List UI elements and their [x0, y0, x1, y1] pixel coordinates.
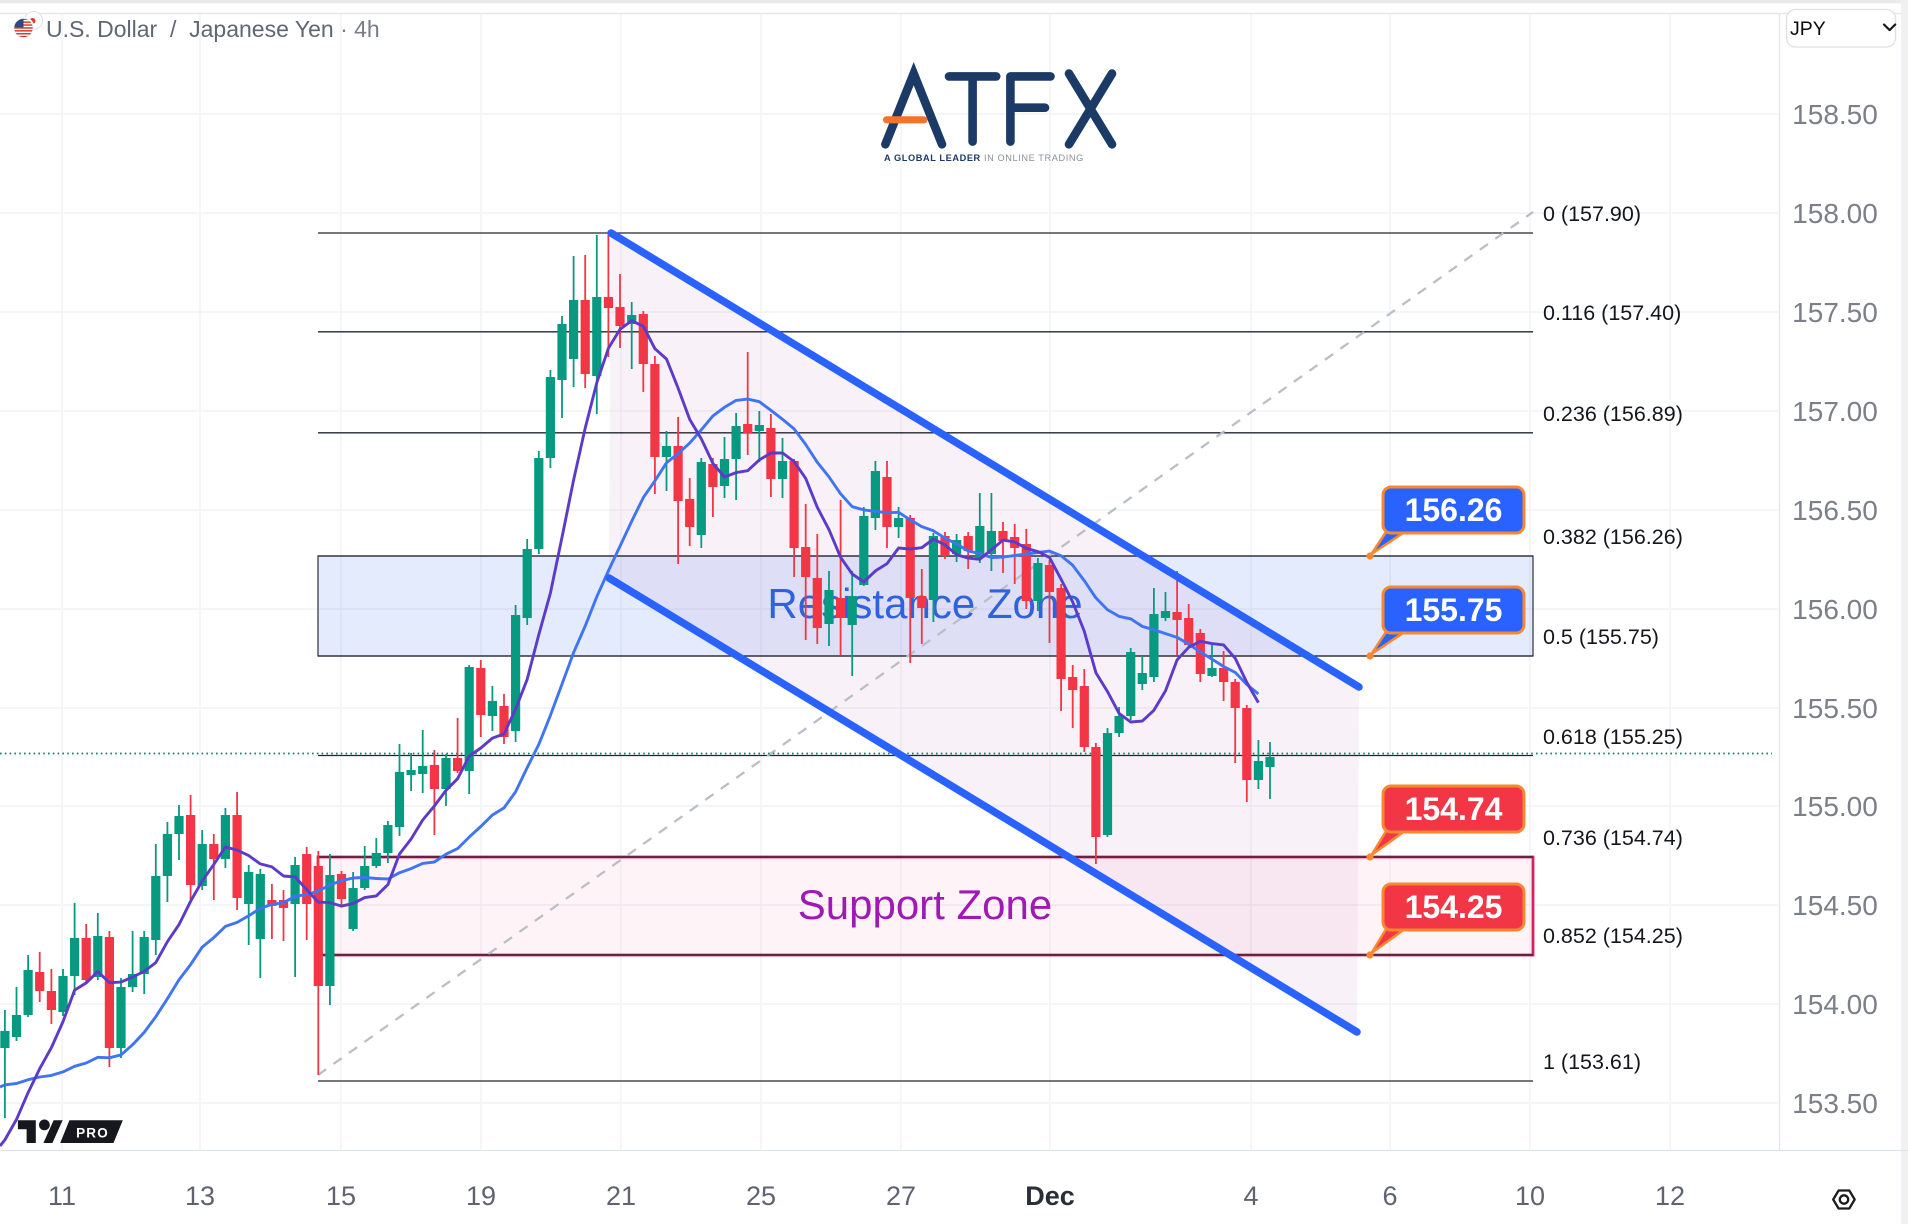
svg-text:155.00: 155.00 [1792, 791, 1878, 822]
svg-text:0.236 (156.89): 0.236 (156.89) [1543, 402, 1683, 426]
svg-text:154.74: 154.74 [1405, 791, 1503, 827]
svg-text:10: 10 [1515, 1181, 1545, 1211]
svg-text:U.S. Dollar / Japanese Yen ·: U.S. Dollar / Japanese Yen · 4h [46, 16, 380, 42]
svg-text:25: 25 [746, 1181, 776, 1211]
svg-text:156.26: 156.26 [1405, 492, 1503, 528]
svg-text:Dec: Dec [1025, 1181, 1075, 1211]
svg-text:1 (153.61): 1 (153.61) [1543, 1050, 1641, 1074]
svg-text:154.25: 154.25 [1405, 889, 1503, 925]
svg-text:JPY: JPY [1790, 18, 1826, 40]
svg-text:Support Zone: Support Zone [798, 881, 1053, 928]
svg-text:15: 15 [326, 1181, 356, 1211]
svg-text:0 (157.90): 0 (157.90) [1543, 202, 1641, 226]
svg-text:0.618 (155.25): 0.618 (155.25) [1543, 725, 1683, 749]
svg-text:21: 21 [606, 1181, 636, 1211]
svg-text:19: 19 [466, 1181, 496, 1211]
svg-text:158.00: 158.00 [1792, 198, 1878, 229]
svg-text:156.00: 156.00 [1792, 594, 1878, 625]
svg-text:0.736 (154.74): 0.736 (154.74) [1543, 826, 1683, 850]
svg-text:155.75: 155.75 [1405, 592, 1503, 628]
svg-text:0.116 (157.40): 0.116 (157.40) [1543, 301, 1681, 325]
svg-text:154.50: 154.50 [1792, 890, 1878, 921]
svg-text:12: 12 [1655, 1181, 1685, 1211]
svg-text:A GLOBAL LEADER IN ONLINE TRAD: A GLOBAL LEADER IN ONLINE TRADING [884, 153, 1084, 163]
svg-text:PRO: PRO [76, 1126, 109, 1141]
svg-text:156.50: 156.50 [1792, 495, 1878, 526]
svg-text:0.5 (155.75): 0.5 (155.75) [1543, 625, 1659, 649]
svg-text:6: 6 [1382, 1181, 1397, 1211]
svg-text:154.00: 154.00 [1792, 989, 1878, 1020]
svg-text:155.50: 155.50 [1792, 693, 1878, 724]
svg-text:153.50: 153.50 [1792, 1088, 1878, 1119]
svg-text:158.50: 158.50 [1792, 99, 1878, 130]
svg-text:13: 13 [185, 1181, 215, 1211]
svg-text:11: 11 [48, 1181, 76, 1211]
svg-text:0.382 (156.26): 0.382 (156.26) [1543, 525, 1683, 549]
svg-text:157.50: 157.50 [1792, 297, 1878, 328]
svg-text:4: 4 [1243, 1181, 1258, 1211]
svg-text:27: 27 [886, 1181, 916, 1211]
svg-text:0.852 (154.25): 0.852 (154.25) [1543, 924, 1683, 948]
svg-text:157.00: 157.00 [1792, 396, 1878, 427]
